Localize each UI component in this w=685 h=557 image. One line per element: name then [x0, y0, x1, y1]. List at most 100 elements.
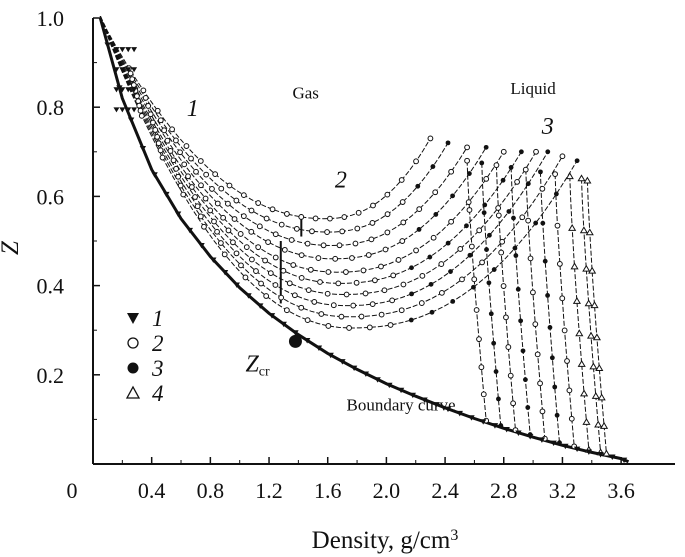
- isotherm-marker: [427, 135, 434, 142]
- isotherm-marker: [192, 194, 198, 200]
- isotherm-marker: [432, 189, 439, 196]
- data-markers: [104, 42, 628, 464]
- isotherm-marker: [479, 259, 485, 266]
- isotherm-marker: [218, 185, 225, 192]
- isotherm-marker: [554, 222, 561, 229]
- isotherm-marker: [518, 149, 524, 155]
- boundary-marker: [113, 107, 120, 113]
- isotherm-marker: [136, 102, 143, 109]
- isotherm-marker: [594, 420, 603, 428]
- isotherm-marker: [221, 251, 228, 258]
- isotherm-marker: [450, 193, 456, 199]
- isotherm-marker: [263, 215, 270, 222]
- isotherm-marker: [468, 243, 475, 250]
- isotherm-marker: [354, 225, 361, 232]
- isotherm-marker: [304, 317, 311, 324]
- isotherm-marker: [157, 117, 164, 124]
- isotherm-marker: [378, 263, 384, 270]
- isotherm-marker: [161, 127, 168, 134]
- boundary-marker: [104, 42, 111, 48]
- isotherm-marker: [369, 220, 376, 226]
- boundary-marker: [125, 87, 132, 93]
- isotherm-marker: [140, 87, 147, 94]
- boundary-marker: [268, 313, 276, 319]
- isotherm-marker: [233, 250, 240, 257]
- isotherm-marker: [349, 255, 355, 261]
- isotherm-marker: [280, 267, 287, 274]
- isotherm-line: [99, 16, 505, 273]
- isotherm-marker: [493, 162, 500, 169]
- isotherm-marker: [291, 292, 298, 299]
- isotherm-marker: [491, 267, 497, 272]
- isotherm-marker: [358, 313, 365, 320]
- x-axis-title-sup: 3: [450, 527, 458, 544]
- isotherm-marker: [486, 280, 492, 286]
- isotherm-marker: [602, 449, 611, 457]
- isotherm-marker: [539, 408, 546, 415]
- isotherm-marker: [592, 333, 601, 341]
- isotherm-marker: [255, 244, 262, 251]
- isotherm-marker: [248, 207, 255, 214]
- isotherm-marker: [368, 236, 375, 243]
- boundary-marker: [468, 415, 475, 421]
- boundary-marker: [113, 47, 120, 53]
- isotherm-marker: [482, 202, 488, 208]
- axis-ticks: 0.4 0.8 1.2 1.6 2.0 2.4 2.8 3.2 3.6 0 0.2 0.4 0.6 0.8…: [37, 6, 635, 503]
- isotherm-marker: [384, 229, 391, 236]
- isotherm-marker: [499, 238, 506, 245]
- boundary-marker: [456, 410, 463, 417]
- isotherm-marker: [311, 299, 318, 305]
- isotherm-marker: [575, 329, 584, 337]
- isotherm-marker: [398, 307, 405, 314]
- isotherm-marker: [212, 171, 219, 178]
- boundary-marker: [139, 145, 147, 152]
- boundary-marker: [125, 107, 132, 113]
- isotherm-marker: [476, 336, 482, 343]
- isotherm-marker: [538, 169, 543, 175]
- boundary-marker: [233, 282, 240, 288]
- isotherm-marker: [478, 364, 485, 371]
- boundary-marker: [116, 85, 123, 91]
- isotherm-marker: [464, 157, 470, 164]
- isotherm-marker: [320, 242, 327, 249]
- isotherm-marker: [559, 153, 566, 160]
- y-tick-label: 0.2: [37, 363, 65, 388]
- isotherm-marker: [194, 203, 201, 210]
- legend-label: 2: [152, 331, 164, 356]
- isotherm-marker: [514, 178, 520, 185]
- isotherm-marker: [389, 297, 396, 304]
- isotherm-marker: [530, 289, 536, 296]
- isotherm-marker: [506, 209, 512, 214]
- isotherm-marker: [500, 148, 507, 155]
- isotherm-marker: [130, 82, 137, 88]
- isotherm-marker: [487, 232, 492, 238]
- boundary-marker: [113, 67, 120, 73]
- isotherm-marker: [159, 154, 166, 161]
- region-label: Liquid: [510, 79, 556, 98]
- isotherm-marker: [430, 234, 437, 241]
- boundary-marker: [131, 67, 138, 73]
- boundary-marker: [480, 419, 487, 425]
- isotherm-marker: [559, 295, 566, 302]
- boundary-marker: [503, 426, 510, 433]
- isotherm-marker: [518, 318, 524, 324]
- isotherm-marker: [413, 158, 419, 165]
- x-tick-label: 3.6: [607, 478, 635, 503]
- isotherm-marker: [564, 358, 570, 364]
- isotherm-marker: [590, 301, 599, 309]
- isotherm-marker: [561, 327, 568, 334]
- isotherm-marker: [430, 164, 436, 169]
- isotherm-marker: [495, 205, 502, 211]
- isotherm-marker: [305, 287, 312, 294]
- x-tick-label: 0.8: [197, 478, 225, 503]
- isotherm-marker: [336, 242, 343, 249]
- critical-point: [288, 334, 302, 348]
- isotherm-marker: [508, 165, 514, 170]
- isotherm-marker: [286, 280, 293, 287]
- boundary-marker: [609, 454, 616, 460]
- boundary-marker: [350, 365, 358, 372]
- isotherm-marker: [338, 313, 345, 320]
- isotherm-marker: [588, 266, 597, 274]
- isotherm-marker: [586, 331, 596, 339]
- isotherm-marker: [450, 298, 456, 304]
